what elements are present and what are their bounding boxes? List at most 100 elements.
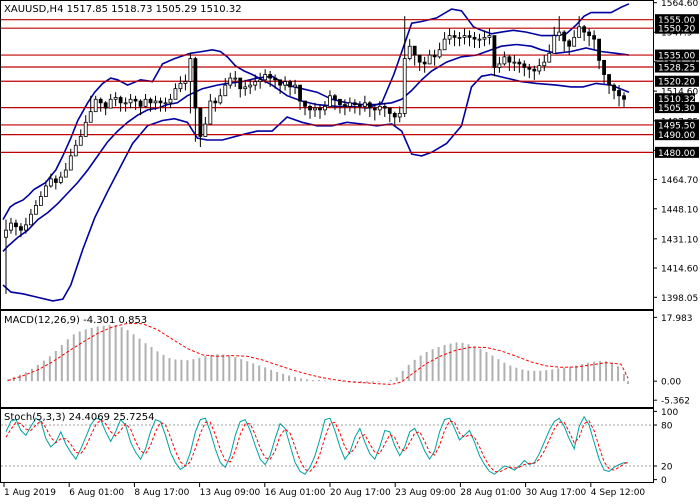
level-label: 1490.00 [658,131,695,141]
candle-body [128,98,133,104]
candle-body [153,100,158,104]
candle-body [83,121,88,137]
candle-body [203,123,208,137]
candle-body [592,35,597,40]
candle-body [318,107,322,111]
candle-body [622,95,626,100]
candle-body [4,229,8,238]
candle-body [552,35,557,54]
time-tick-label: 8 Aug 17:00 [134,488,189,498]
stoch-axis: 100 80 20 0 [653,408,678,486]
macd-tick-label: 17.983 [661,314,693,324]
candle-body [248,84,253,88]
candle-body [143,98,148,107]
candle-body [73,144,78,157]
current-price-label: 1510.32 [658,95,695,105]
stoch-title: Stoch(5,3,3) 24.4069 25.7254 [4,412,155,423]
candle-body [68,155,73,171]
candle-body [158,100,163,104]
candle-body [572,36,577,47]
candle-body [343,104,347,107]
candle-body [427,54,432,65]
candle-body [467,35,472,38]
candle-body [487,35,492,38]
candle-body [173,88,178,100]
bollinger-upper-line [2,3,630,220]
macd-axis: 17.983 0.00 -5.362 [653,314,693,407]
macd-title: MACD(12,26,9) -4.301 0.853 [4,315,147,326]
level-label-bg [655,102,699,114]
candle-body [213,100,218,104]
candle-body [607,74,611,86]
candle-body [298,84,302,102]
candle-body [377,105,382,111]
stoch-tick-label: 100 [661,408,678,418]
candle-body [253,81,258,86]
candle-body [178,82,183,90]
macd-tick-label: -5.362 [661,397,690,407]
candle-body [527,67,532,70]
price-tick-label: 1514.60 [661,88,698,98]
price-tick-label: 1464.70 [661,176,698,186]
level-label-bg [655,75,699,87]
candle-body [452,35,457,38]
stochastic-indicator [1,415,653,475]
macd-indicator [6,322,630,385]
candle-body [33,205,38,215]
candle-body [582,26,587,33]
candle-body [562,31,567,42]
current-price-bg [655,93,695,105]
main-panel-frame [0,0,654,310]
candle-body [303,100,307,107]
candle-body [372,107,377,111]
candle-body [113,97,118,100]
time-tick-label: 16 Aug 01:00 [265,488,326,498]
candle-body [472,36,477,40]
candle-body [29,213,33,226]
candle-body [263,74,268,81]
candle-body [193,58,198,109]
candle-body [118,97,123,104]
candle-body [238,77,243,90]
candle-body [233,77,238,80]
stoch-panel-frame [0,408,654,483]
candle-body [422,61,427,65]
candle-body [313,107,317,111]
candle-body [502,56,507,65]
candle-body [482,36,487,40]
time-tick-label: 30 Aug 17:00 [526,488,587,498]
candle-body [308,105,312,111]
candle-body [507,56,512,63]
candle-body [323,105,327,111]
time-tick-label: 6 Aug 01:00 [69,488,124,498]
candle-body [477,38,482,41]
time-tick-label: 23 Aug 09:00 [395,488,456,498]
candle-body [442,38,447,51]
candle-body [43,185,48,197]
stoch-main-line [5,415,629,475]
candle-body [402,58,407,114]
candle-body [218,95,223,104]
candle-body [183,81,188,84]
candle-body [108,98,113,109]
price-candles [4,16,626,294]
level-label-bg [655,49,699,61]
time-tick-label: 28 Aug 01:00 [460,488,521,498]
candle-body [367,102,372,109]
level-label: 1550.20 [658,25,695,35]
main-chart-title: XAUUSD,H4 1517.85 1518.73 1505.29 1510.3… [4,4,242,15]
time-tick-label: 13 Aug 09:00 [200,488,261,498]
candle-body [328,95,332,107]
candle-body [597,38,601,61]
candle-body [243,86,248,90]
level-label-bg [655,14,699,26]
stoch-tick-label: 80 [661,422,673,432]
candle-body [188,58,193,82]
stoch-signal-line [5,418,629,473]
candle-body [168,98,173,104]
candle-body [208,100,213,125]
candle-body [542,61,547,67]
candle-body [228,77,233,86]
